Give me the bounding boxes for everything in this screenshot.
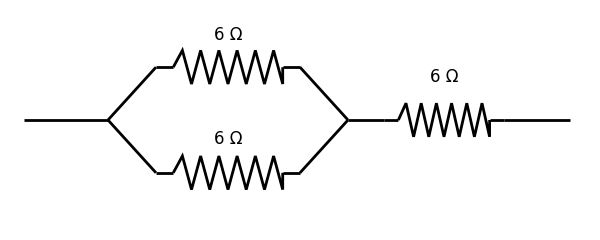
Text: 6 Ω: 6 Ω xyxy=(430,68,458,86)
Text: 6 Ω: 6 Ω xyxy=(214,26,242,44)
Text: 6 Ω: 6 Ω xyxy=(214,130,242,148)
